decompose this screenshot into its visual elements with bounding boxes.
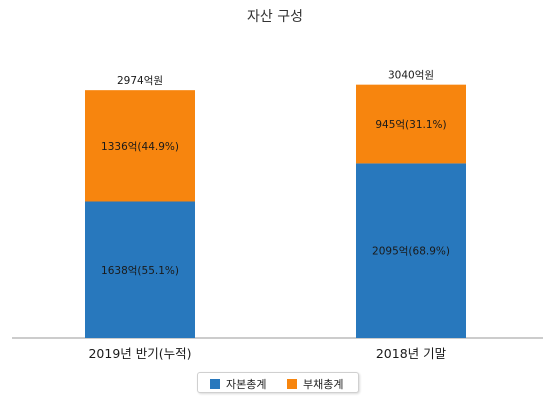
total-label-1: 3040억원 bbox=[388, 70, 434, 82]
data-label-liabilities-0: 1336억(44.9%) bbox=[101, 141, 179, 153]
bar-segment-equity-1[interactable] bbox=[356, 163, 466, 338]
legend-item-liabilities[interactable]: 부채총계 bbox=[287, 373, 343, 394]
legend: 자본총계 부채총계 bbox=[197, 372, 359, 393]
data-label-liabilities-1: 945억(31.1%) bbox=[375, 119, 446, 131]
bar-segment-liabilities-0[interactable] bbox=[85, 90, 195, 202]
legend-swatch-liabilities bbox=[287, 378, 297, 389]
x-tick-label-1: 2018년 기말 bbox=[376, 346, 447, 361]
x-tick-label-0: 2019년 반기(누적) bbox=[88, 346, 191, 361]
bar-segment-equity-0[interactable] bbox=[85, 201, 195, 339]
legend-swatch-equity bbox=[210, 378, 220, 389]
chart-title: 자산 구성 bbox=[247, 9, 303, 25]
total-label-0: 2974억원 bbox=[117, 75, 163, 87]
data-label-equity-0: 1638억(55.1%) bbox=[101, 265, 179, 277]
legend-label-equity: 자본총계 bbox=[226, 377, 267, 391]
legend-item-equity[interactable]: 자본총계 bbox=[210, 373, 266, 394]
data-label-equity-1: 2095억(68.9%) bbox=[372, 246, 450, 258]
legend-label-liabilities: 부채총계 bbox=[303, 377, 344, 391]
bar-segment-liabilities-1[interactable] bbox=[356, 84, 466, 164]
